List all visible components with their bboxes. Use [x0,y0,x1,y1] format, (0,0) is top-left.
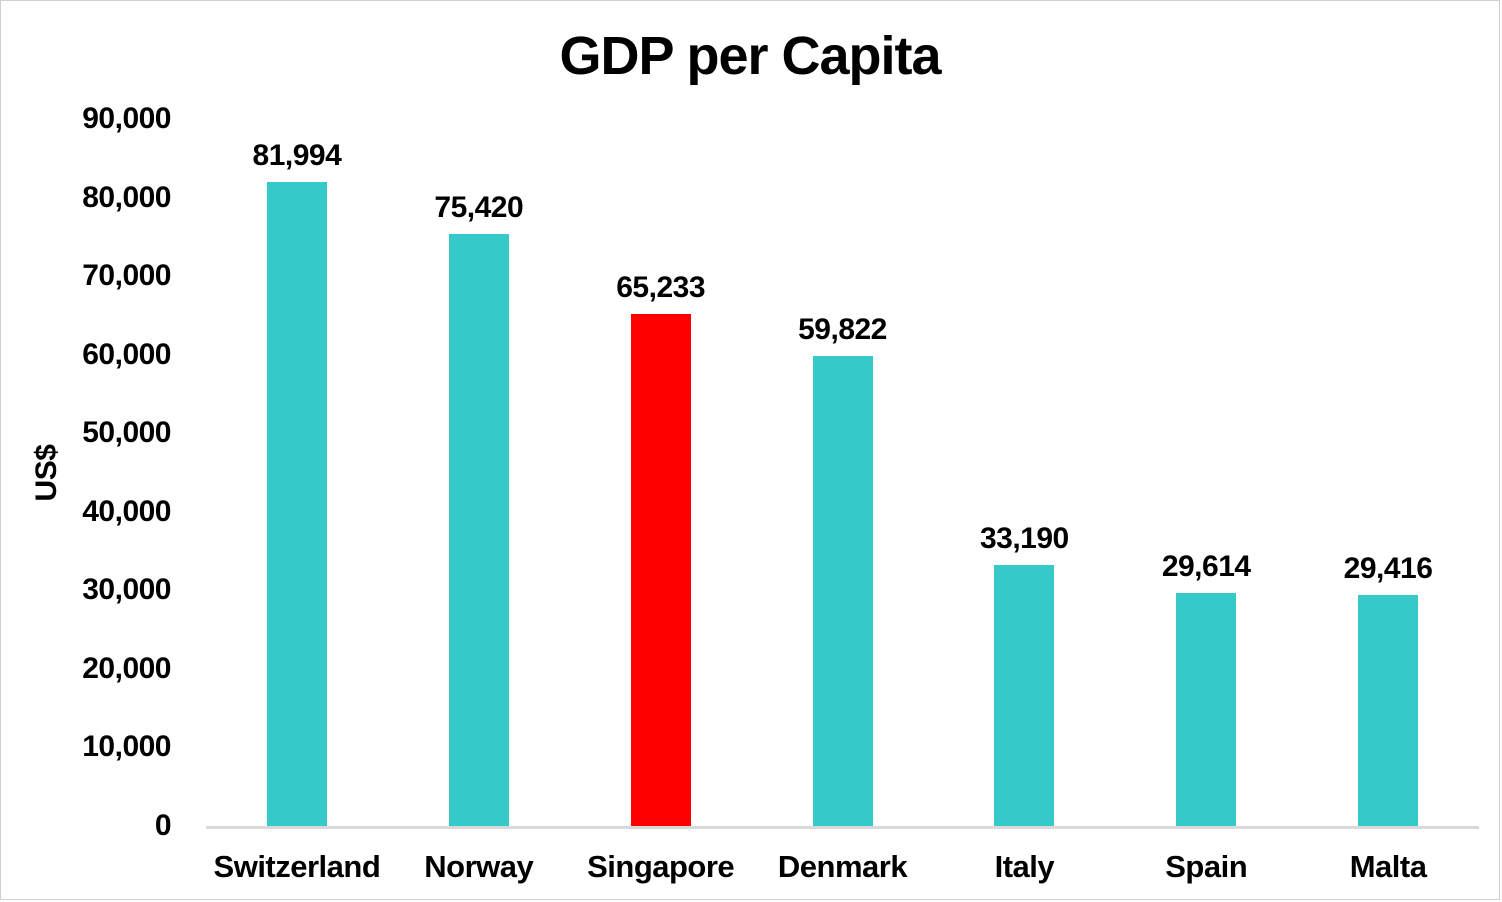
y-axis-tick-label: 60,000 [82,337,171,371]
bar-value-label: 75,420 [434,191,524,224]
y-axis-tick-label: 0 [154,809,172,842]
bar-value-label: 65,233 [616,271,706,304]
y-axis-tick-label: 90,000 [82,102,171,135]
x-axis-category-label: Denmark [777,849,908,884]
bar-value-label: 33,190 [979,522,1069,555]
y-axis-tick-label: 30,000 [82,573,171,607]
y-axis-tick-label: 70,000 [82,259,171,293]
x-axis-category-label: Italy [994,849,1055,884]
x-axis-category-label: Malta [1349,849,1427,884]
chart-title: GDP per Capita [559,26,941,86]
bar-value-label: 29,614 [1161,550,1251,583]
y-axis-tick-label: 20,000 [82,651,171,685]
bar-value-label: 59,822 [798,313,887,346]
bar-singapore [630,314,691,826]
x-axis-category-label: Spain [1165,849,1248,884]
x-axis-line [206,826,1479,829]
bar-norway [448,234,509,826]
x-axis-category-label: Singapore [587,849,735,884]
bar-value-label: 29,416 [1343,552,1433,585]
bar-malta [1358,595,1419,826]
x-axis-category-label: Switzerland [213,849,381,884]
bar-italy [994,565,1055,826]
bar-value-label: 81,994 [252,139,342,172]
y-axis-tick-label: 40,000 [82,494,171,528]
y-axis-tick-label: 50,000 [82,416,171,450]
bar-denmark [812,356,873,826]
y-axis-tick-label: 10,000 [82,730,171,764]
bar-switzerland [266,182,327,826]
bar-spain [1176,593,1237,826]
x-axis-category-label: Norway [424,849,534,884]
y-axis-tick-label: 80,000 [82,180,171,214]
